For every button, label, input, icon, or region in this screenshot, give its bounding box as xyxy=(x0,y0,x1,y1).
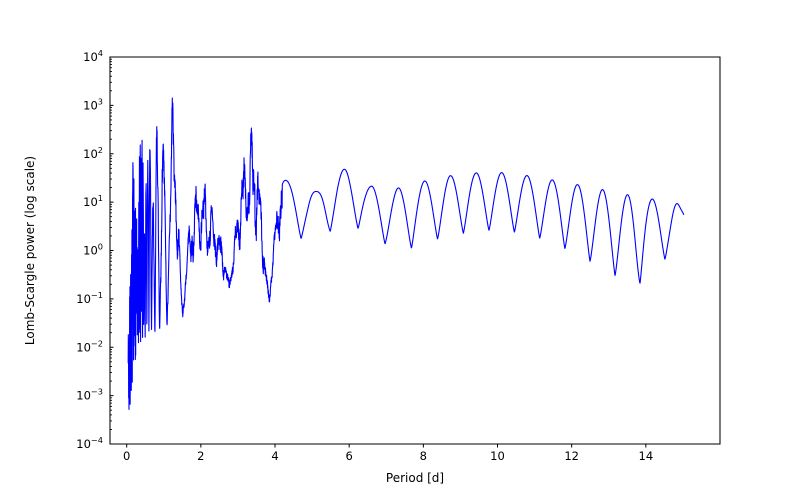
y-tick-label: 10−4 xyxy=(76,435,103,451)
y-tick-label: 104 xyxy=(83,48,103,64)
x-tick-label: 0 xyxy=(123,449,130,463)
y-tick-label: 10−3 xyxy=(76,387,103,403)
axes-frame xyxy=(109,56,721,445)
y-axis-label: Lomb-Scargle power (log scale) xyxy=(23,156,37,345)
x-tick-label: 4 xyxy=(271,449,278,463)
x-tick-label: 12 xyxy=(564,449,579,463)
x-tick-label: 14 xyxy=(639,449,654,463)
data-series-group xyxy=(127,97,685,410)
y-tick-label: 10−1 xyxy=(76,290,103,306)
x-tick-label: 2 xyxy=(197,449,204,463)
axis-tick-labels: 0 2 4 6 8 10 12 14 10−4 10−3 10−2 10−1 100 101 102 103 1… xyxy=(76,48,653,463)
x-axis-label: Period [d] xyxy=(386,471,444,485)
y-tick-label: 10−2 xyxy=(76,338,103,354)
y-tick-label: 100 xyxy=(83,242,103,258)
x-tick-label: 6 xyxy=(346,449,353,463)
lomb-scargle-power-line xyxy=(127,97,685,410)
y-tick-label: 102 xyxy=(83,145,103,161)
y-tick-label: 101 xyxy=(83,193,103,209)
y-tick-label: 103 xyxy=(83,96,103,112)
x-tick-label: 10 xyxy=(490,449,505,463)
x-tick-label: 8 xyxy=(420,449,427,463)
